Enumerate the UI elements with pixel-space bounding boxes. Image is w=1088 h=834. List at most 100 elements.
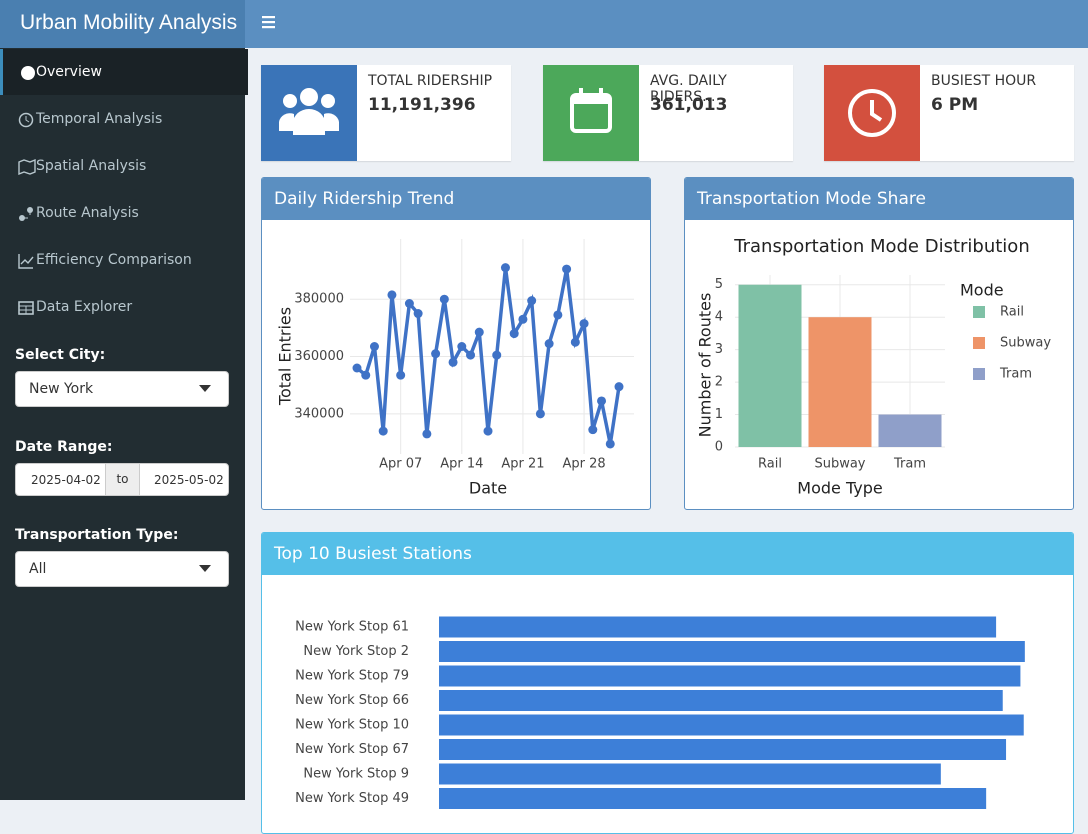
kpi-value: 6 PM — [931, 95, 979, 115]
kpi-icon — [543, 65, 639, 161]
bar — [878, 414, 942, 447]
y-tick-label: New York Stop 9 — [303, 767, 409, 782]
y-tick-label: 2 — [715, 375, 723, 390]
bar-chart: Transportation Mode Distribution 0 1 2 3 4 5 Mo… — [696, 236, 1052, 498]
x-tick-label: Apr 14 — [440, 457, 483, 472]
point — [439, 294, 449, 304]
point — [422, 429, 432, 439]
legend-title: Mode — [960, 281, 1004, 300]
bar — [738, 284, 802, 447]
point — [597, 396, 607, 406]
kpi-value: 11,191,396 — [368, 95, 476, 115]
select-value: New York — [29, 381, 94, 397]
menu-text: Overview — [36, 64, 102, 80]
menu-item[interactable]: Efficiency Comparison — [0, 237, 245, 283]
menu-text: Temporal Analysis — [36, 111, 163, 127]
kpi-box: TOTAL RIDERSHIP 11,191,396 — [261, 65, 511, 161]
point — [352, 363, 362, 373]
y-tick-label: 340000 — [294, 406, 344, 421]
y-axis-title: Total Entries — [276, 307, 295, 406]
point — [527, 296, 537, 306]
y-tick-label: 4 — [715, 310, 723, 325]
menu-text: Route Analysis — [36, 205, 139, 221]
point — [457, 342, 467, 351]
field-label: Select City: — [15, 347, 106, 363]
menu-toggle[interactable] — [245, 0, 285, 48]
y-axis-title: Number of Routes — [696, 293, 715, 438]
panel-title: Transportation Mode Share — [685, 178, 1073, 220]
date-start[interactable]: 2025-04-02 — [31, 473, 101, 487]
panel: Transportation Mode Share Transportation… — [684, 177, 1074, 510]
date-range: 2025-04-02 to 2025-05-02 — [15, 463, 229, 496]
point — [605, 439, 615, 449]
panel-title: Daily Ridership Trend — [262, 178, 650, 220]
bar — [439, 616, 997, 638]
point — [369, 342, 379, 351]
x-tick-label: Apr 07 — [379, 457, 422, 472]
bar — [439, 665, 1021, 687]
legend-label: Tram — [999, 367, 1032, 382]
y-tick-label: 360000 — [294, 349, 344, 364]
y-tick-label: 380000 — [294, 292, 344, 307]
y-tick-label: New York Stop 49 — [295, 791, 409, 806]
date-end[interactable]: 2025-05-02 — [154, 473, 224, 487]
sidebar — [0, 48, 245, 800]
point — [361, 370, 371, 380]
point — [474, 327, 484, 337]
point — [518, 314, 528, 324]
point — [413, 309, 423, 319]
y-tick-label: 1 — [715, 407, 723, 422]
point — [378, 426, 388, 436]
bar — [439, 641, 1025, 662]
x-tick-label: Subway — [814, 457, 865, 472]
point — [544, 339, 554, 349]
menu-item[interactable]: Data Explorer — [0, 284, 245, 330]
point — [396, 370, 406, 380]
menu-text: Spatial Analysis — [36, 158, 147, 174]
app-title: Urban Mobility Analysis — [0, 0, 245, 48]
field-label: Date Range: — [15, 439, 113, 455]
y-tick-label: 5 — [715, 277, 723, 292]
city-select[interactable]: New York — [15, 371, 229, 407]
chart-title: Transportation Mode Distribution — [733, 236, 1029, 257]
menu-item[interactable]: Spatial Analysis — [0, 143, 245, 189]
bar — [439, 690, 1003, 711]
hbar-chart: New York Stop 61 New York Stop 2 New York … — [295, 616, 1025, 809]
menu-text: Data Explorer — [36, 299, 133, 315]
kpi-box: AVG. DAILY RIDERS... 361,013 — [543, 65, 793, 161]
line-chart: 340000 360000 380000 Apr 07 Apr 14 Apr 21 Apr … — [276, 239, 634, 498]
x-axis-title: Mode Type — [797, 479, 882, 498]
y-tick-label: New York Stop 67 — [295, 742, 409, 757]
point — [466, 350, 476, 360]
legend-label: Rail — [1000, 305, 1024, 320]
legend-swatch — [973, 337, 985, 349]
kpi-value: 361,013 — [650, 95, 728, 115]
select-value: All — [29, 561, 47, 577]
x-tick-label: Tram — [893, 457, 926, 472]
kpi-icon — [824, 65, 920, 161]
y-tick-label: New York Stop 79 — [295, 669, 409, 684]
y-tick-label: New York Stop 10 — [295, 718, 409, 733]
kpi-label: AVG. DAILY RIDERS... — [650, 73, 727, 105]
point — [500, 263, 510, 273]
field-label: Transportation Type: — [15, 527, 179, 543]
menu-item[interactable]: Route Analysis — [0, 190, 245, 236]
kpi-box: BUSIEST HOUR 6 PM — [824, 65, 1074, 161]
panel: Top 10 Busiest Stations New York Stop 61… — [261, 532, 1074, 834]
y-tick-label: New York Stop 66 — [295, 693, 409, 708]
type-select[interactable]: All — [15, 551, 229, 587]
point — [553, 310, 563, 320]
point — [562, 264, 572, 274]
x-tick-label: Rail — [758, 457, 782, 472]
bar — [439, 788, 987, 809]
point — [448, 357, 458, 367]
menu-text: Efficiency Comparison — [36, 252, 192, 268]
menu-item[interactable]: Overview — [0, 49, 248, 95]
y-tick-label: New York Stop 61 — [295, 620, 409, 635]
date-sep: to — [105, 464, 140, 495]
x-axis-title: Date — [469, 479, 507, 498]
point — [492, 350, 502, 360]
legend-label: Subway — [1000, 336, 1051, 351]
menu-item[interactable]: Temporal Analysis — [0, 96, 245, 142]
